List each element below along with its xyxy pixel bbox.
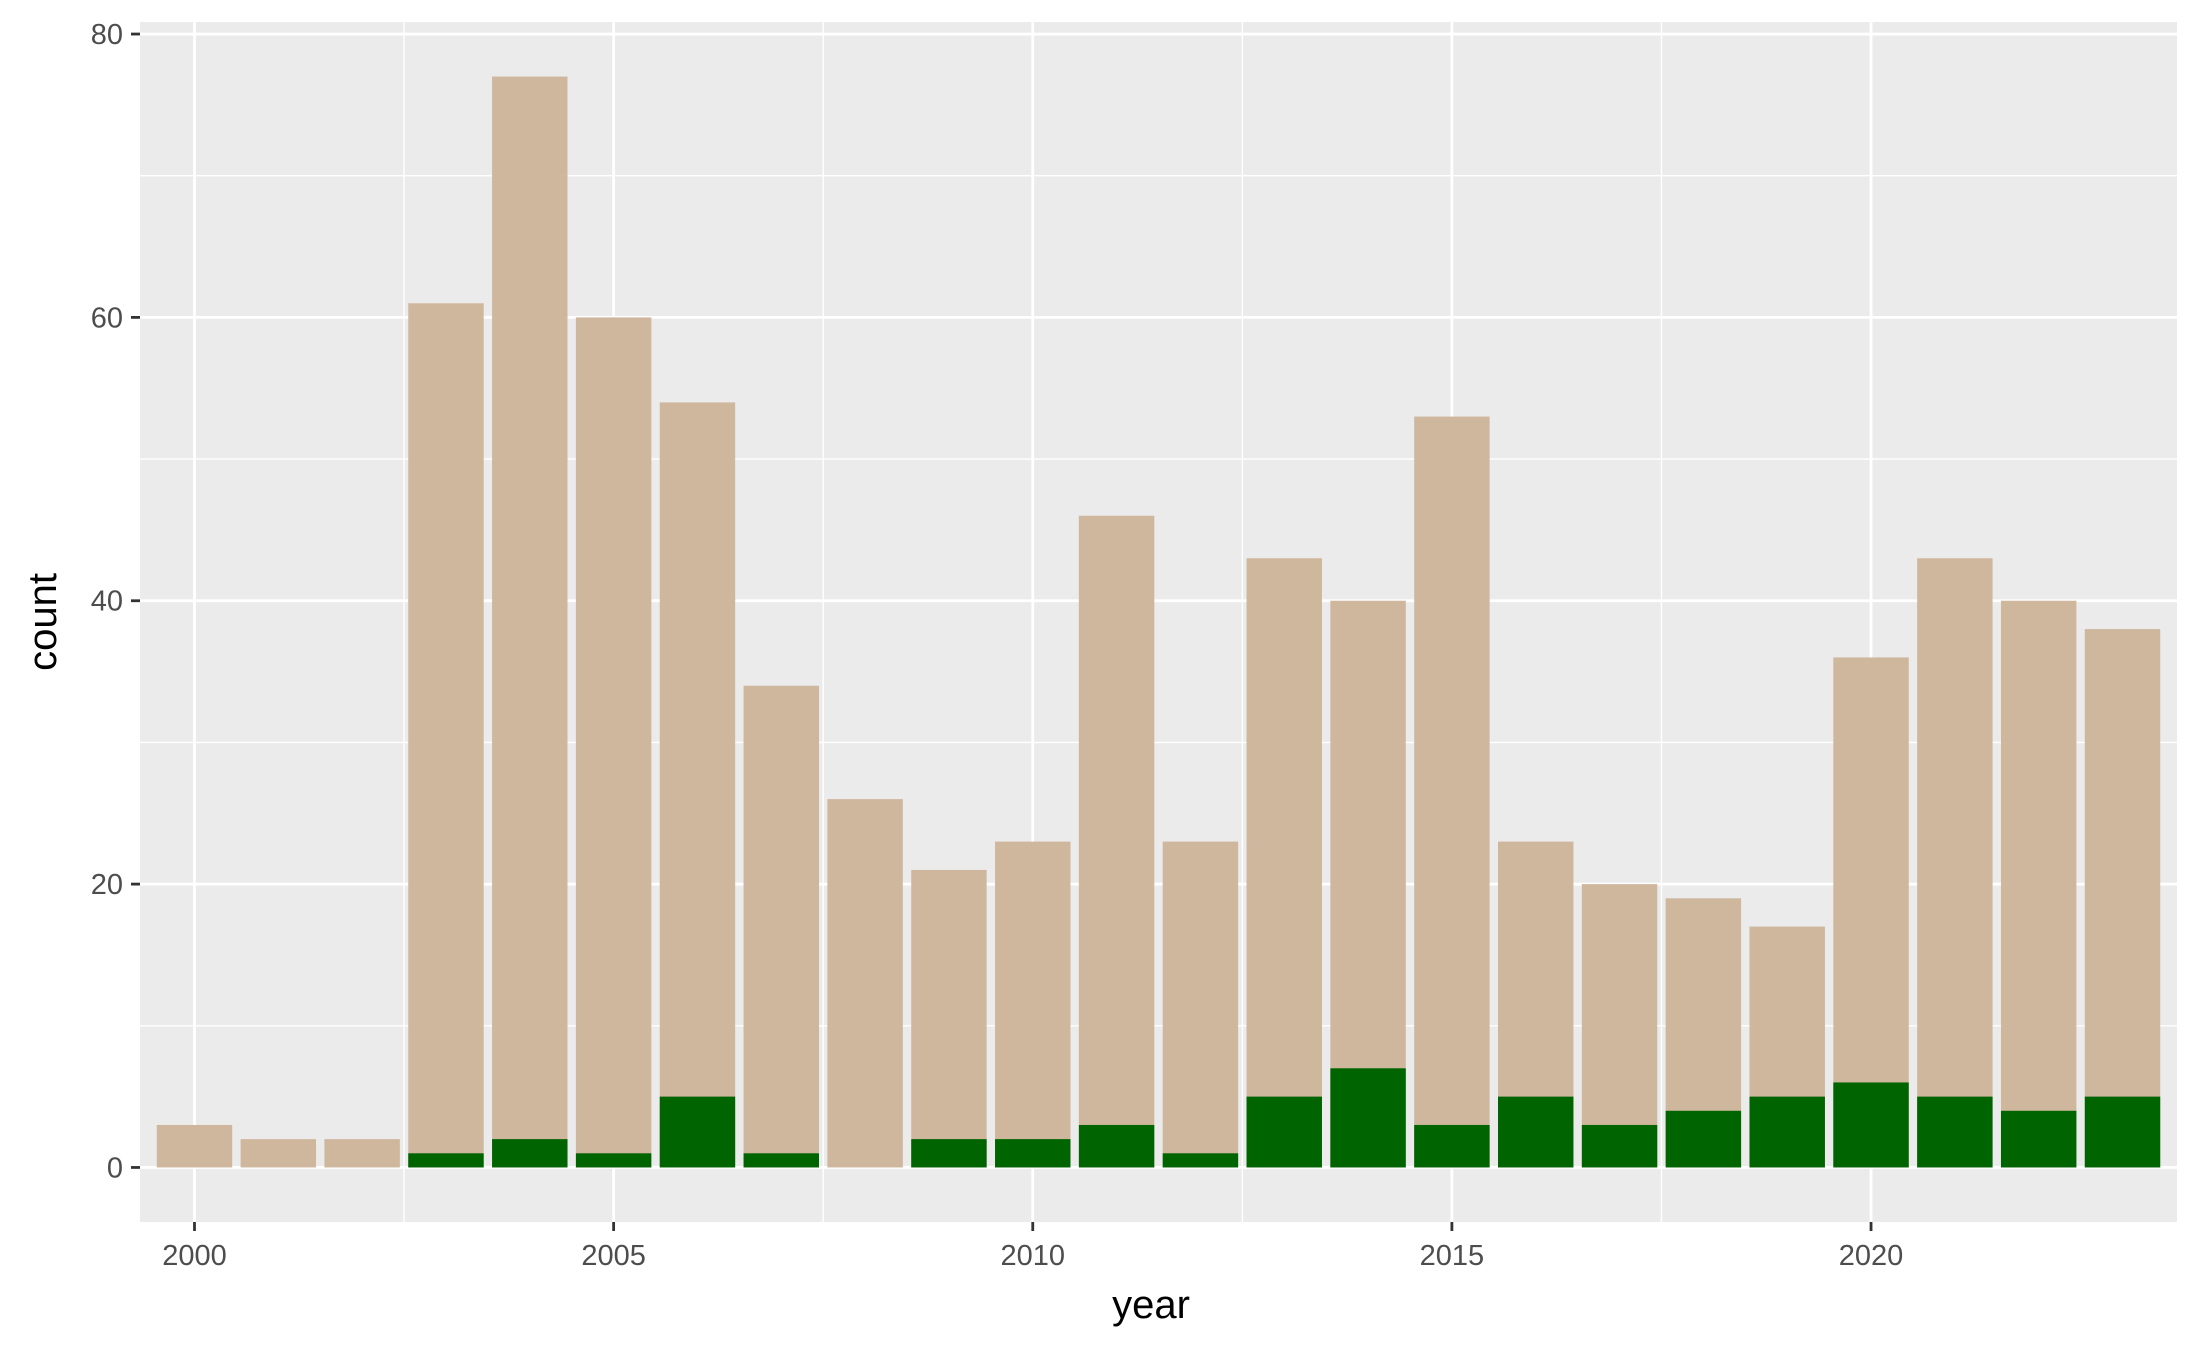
bar-series-2-2018 [1665,1110,1742,1168]
bar-series-1-2010 [995,841,1071,1168]
bar-series-1-2000 [156,1124,233,1168]
bar-series-2-2017 [1581,1124,1658,1168]
y-axis: 0 20 40 60 80 [91,19,140,1184]
y-tick-label: 20 [91,869,123,901]
bar-series-2-2020 [1833,1082,1909,1168]
bar-series-1-2007 [743,685,819,1168]
bar-series-1-2005 [575,317,652,1168]
bar-series-2-2009 [911,1139,987,1168]
bar-series-2-2007 [743,1153,819,1168]
bar-series-1-2001 [240,1139,317,1168]
bar-series-2-2013 [1246,1096,1322,1168]
bar-series-1-2008 [827,799,903,1168]
bar-series-2-2019 [1749,1096,1825,1168]
x-tick-label: 2010 [1001,1240,1066,1272]
bar-series-1-2006 [659,402,736,1168]
y-tick-label: 60 [91,302,123,334]
bar-series-1-2023 [2084,629,2161,1168]
bars [156,76,2161,1168]
bar-series-2-2023 [2084,1096,2161,1168]
bar-series-2-2004 [492,1139,568,1168]
y-tick-label: 40 [91,586,123,618]
bar-series-2-2015 [1414,1124,1490,1168]
bar-series-1-2012 [1162,841,1239,1168]
bar-series-2-2014 [1330,1068,1406,1168]
x-tick-label: 2005 [581,1240,646,1272]
bar-series-1-2017 [1581,884,1658,1168]
bar-series-1-2011 [1078,515,1155,1168]
bar-series-2-2011 [1078,1124,1155,1168]
bar-series-2-2012 [1162,1153,1239,1168]
bar-series-1-2002 [324,1139,400,1168]
y-tick-label: 0 [107,1152,123,1184]
x-tick-label: 2000 [162,1240,227,1272]
y-tick-label: 80 [91,19,123,51]
bar-series-1-2003 [408,303,484,1168]
y-axis-title: count [21,573,65,671]
x-axis: 2000 2005 2010 2015 2020 [162,1222,1903,1272]
x-tick-label: 2020 [1839,1240,1904,1272]
bar-series-1-2013 [1246,558,1322,1168]
x-tick-label: 2015 [1420,1240,1485,1272]
bar-series-2-2006 [659,1096,736,1168]
bar-series-2-2003 [408,1153,484,1168]
bar-series-1-2015 [1414,416,1490,1168]
bar-series-2-2016 [1498,1096,1574,1168]
bar-series-1-2009 [911,869,987,1168]
bar-series-1-2022 [2000,600,2077,1168]
bar-series-2-2022 [2000,1110,2077,1168]
bar-series-1-2021 [1917,558,1993,1168]
x-axis-title: year [1112,1283,1190,1327]
bar-series-2-2005 [575,1153,652,1168]
bar-series-2-2010 [995,1139,1071,1168]
bar-series-1-2004 [492,76,568,1168]
bar-series-2-2021 [1917,1096,1993,1168]
